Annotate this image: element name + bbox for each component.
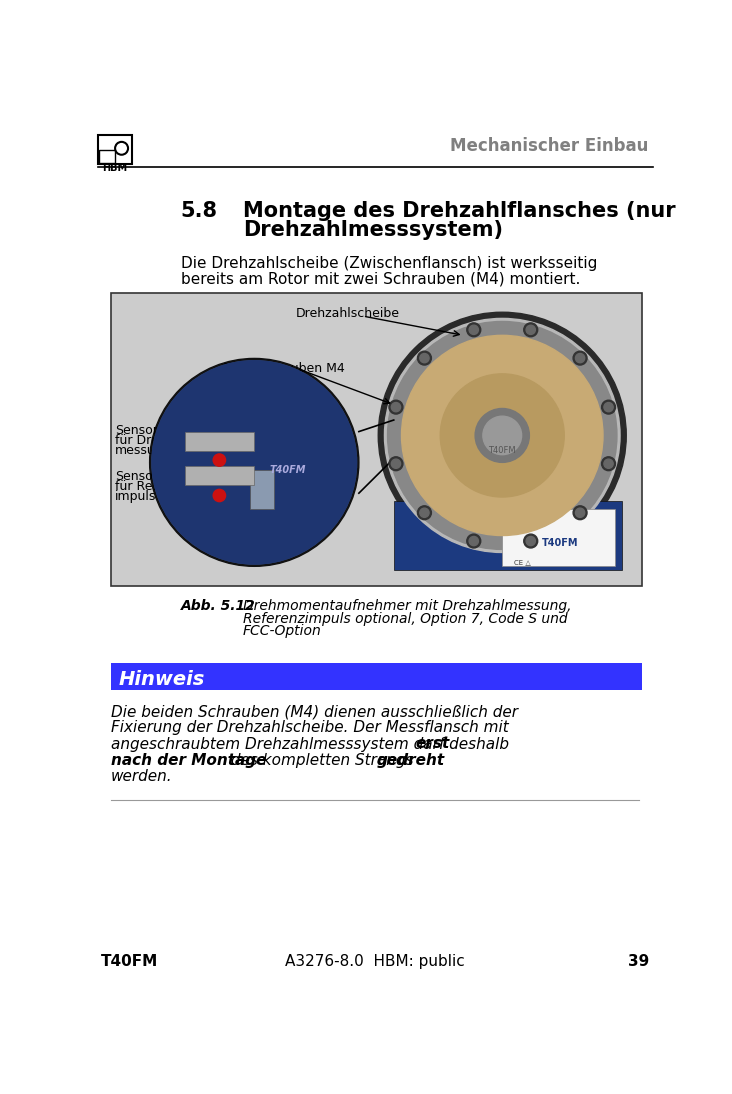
- Bar: [184, 466, 254, 486]
- Circle shape: [573, 505, 587, 520]
- Text: für Referenz-: für Referenz-: [115, 480, 196, 493]
- Circle shape: [467, 534, 481, 548]
- Circle shape: [440, 374, 564, 497]
- Circle shape: [526, 325, 535, 335]
- Circle shape: [401, 336, 603, 536]
- Text: Sensorkopf: Sensorkopf: [115, 423, 184, 437]
- Text: T40FM: T40FM: [270, 465, 306, 475]
- Text: Montage des Drehzahlflansches (nur: Montage des Drehzahlflansches (nur: [242, 200, 675, 221]
- Text: für Drehzahl-: für Drehzahl-: [115, 434, 196, 446]
- Text: gedreht: gedreht: [377, 753, 445, 768]
- Bar: [394, 501, 622, 570]
- Circle shape: [469, 536, 479, 546]
- Text: Die beiden Schrauben (M4) dienen ausschließlich der: Die beiden Schrauben (M4) dienen ausschl…: [111, 705, 518, 719]
- Circle shape: [469, 325, 479, 335]
- Bar: [112, 294, 641, 585]
- Text: HBM: HBM: [102, 163, 127, 173]
- Circle shape: [149, 359, 359, 567]
- Bar: [111, 293, 642, 585]
- Text: Fixierung der Drehzahlscheibe. Der Messflansch mit: Fixierung der Drehzahlscheibe. Der Messf…: [111, 720, 509, 735]
- Text: angeschraubtem Drehzahlmesssystem darf deshalb: angeschraubtem Drehzahlmesssystem darf d…: [111, 736, 514, 752]
- Circle shape: [602, 400, 616, 414]
- Text: 39: 39: [628, 954, 649, 968]
- Bar: [184, 431, 254, 451]
- Circle shape: [392, 403, 400, 411]
- Text: FCC-Option: FCC-Option: [242, 624, 321, 638]
- Text: Fixierschrauben M4: Fixierschrauben M4: [223, 362, 345, 375]
- Circle shape: [524, 323, 538, 337]
- Text: A3276-8.0  HBM: public: A3276-8.0 HBM: public: [285, 954, 465, 968]
- Circle shape: [417, 505, 431, 520]
- Circle shape: [526, 536, 535, 546]
- Circle shape: [389, 457, 403, 470]
- Text: Drehmomentaufnehmer mit Drehzahlmessung,: Drehmomentaufnehmer mit Drehzahlmessung,: [242, 600, 571, 614]
- Circle shape: [384, 318, 620, 552]
- Circle shape: [604, 459, 613, 468]
- Bar: [100, 150, 115, 163]
- Circle shape: [378, 312, 627, 559]
- Text: Abb. 5.12: Abb. 5.12: [181, 600, 255, 614]
- Bar: [250, 470, 274, 509]
- Text: Sensorkopf: Sensorkopf: [115, 470, 184, 484]
- Circle shape: [115, 142, 128, 154]
- Circle shape: [387, 322, 617, 549]
- Text: erst: erst: [416, 736, 449, 752]
- Circle shape: [419, 508, 429, 517]
- Text: CE △: CE △: [514, 559, 531, 566]
- Circle shape: [602, 457, 616, 470]
- Circle shape: [524, 534, 538, 548]
- Circle shape: [475, 408, 529, 463]
- Text: Die Drehzahlscheibe (Zwischenflansch) ist werksseitig: Die Drehzahlscheibe (Zwischenflansch) is…: [181, 256, 597, 271]
- Text: Hinweis: Hinweis: [119, 671, 205, 689]
- Circle shape: [417, 351, 431, 365]
- Text: impuls: impuls: [115, 490, 156, 503]
- Circle shape: [575, 508, 585, 517]
- Circle shape: [213, 489, 225, 502]
- Text: T40FM: T40FM: [542, 538, 578, 548]
- Text: bereits am Rotor mit zwei Schrauben (M4) montiert.: bereits am Rotor mit zwei Schrauben (M4)…: [181, 271, 580, 287]
- Text: nach der Montage: nach der Montage: [111, 753, 266, 768]
- Circle shape: [604, 403, 613, 411]
- Text: des kompletten Strangs: des kompletten Strangs: [225, 753, 418, 768]
- Text: T40FM: T40FM: [101, 954, 158, 968]
- Bar: [502, 509, 615, 567]
- Bar: [111, 663, 642, 690]
- Circle shape: [419, 353, 429, 363]
- Bar: [97, 136, 132, 164]
- Circle shape: [152, 361, 356, 565]
- Text: Drehzahlmesssystem): Drehzahlmesssystem): [242, 220, 503, 240]
- Text: Mechanischer Einbau: Mechanischer Einbau: [449, 138, 648, 155]
- Circle shape: [573, 351, 587, 365]
- Circle shape: [575, 353, 585, 363]
- Text: messung: messung: [115, 444, 171, 457]
- Circle shape: [392, 459, 400, 468]
- Circle shape: [483, 416, 522, 455]
- Circle shape: [389, 400, 403, 414]
- Text: Drehzahlscheibe: Drehzahlscheibe: [295, 306, 399, 319]
- Circle shape: [213, 454, 225, 466]
- Text: werden.: werden.: [111, 769, 173, 783]
- Text: Referenzimpuls optional, Option 7, Code S und: Referenzimpuls optional, Option 7, Code …: [242, 612, 567, 626]
- Text: T40FM: T40FM: [488, 446, 516, 455]
- Text: 5.8: 5.8: [181, 200, 217, 221]
- Circle shape: [467, 323, 481, 337]
- Circle shape: [152, 361, 356, 565]
